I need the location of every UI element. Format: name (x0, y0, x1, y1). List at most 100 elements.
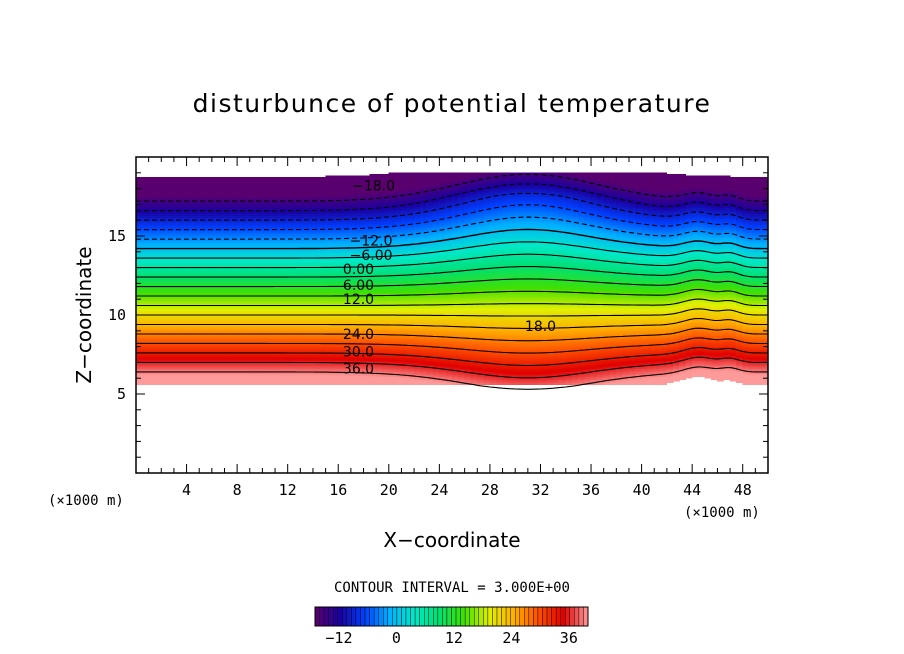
field-cell (369, 308, 377, 311)
field-cell (173, 257, 181, 260)
field-cell (160, 298, 168, 302)
field-cell (281, 242, 288, 245)
field-cell (154, 346, 162, 349)
field-cell (344, 229, 352, 232)
field-cell (230, 240, 238, 243)
field-cell (186, 283, 194, 286)
field-cell (198, 358, 206, 362)
field-cell (236, 343, 244, 346)
field-cell (160, 314, 168, 317)
field-cell (331, 346, 339, 349)
field-cell (198, 276, 206, 279)
field-cell (344, 379, 352, 382)
field-cell (198, 316, 206, 319)
field-cell (331, 215, 339, 218)
field-cell (344, 260, 352, 264)
field-cell (224, 309, 232, 313)
field-cell (186, 265, 194, 268)
field-cell (312, 324, 320, 327)
field-cell (217, 185, 225, 188)
field-cell (337, 259, 345, 262)
field-cell (136, 317, 143, 321)
field-cell (268, 234, 276, 237)
field-cell (230, 330, 238, 333)
field-cell (186, 371, 194, 374)
field-cell (369, 180, 377, 183)
field-cell (293, 289, 301, 292)
field-cell (262, 316, 270, 319)
field-cell (217, 238, 225, 242)
field-cell (160, 374, 168, 377)
field-cell (268, 218, 276, 221)
field-cell (148, 321, 156, 324)
field-cell (318, 224, 326, 227)
field-cell (167, 306, 175, 309)
field-cell (363, 219, 371, 223)
field-cell (230, 333, 238, 336)
field-cell (318, 221, 326, 224)
field-cell (337, 377, 345, 381)
field-cell (243, 279, 251, 283)
field-cell (179, 370, 187, 373)
field-cell (312, 264, 320, 267)
field-cell (224, 338, 232, 341)
field-cell (154, 230, 162, 234)
field-cell (198, 352, 206, 355)
field-cell (192, 341, 200, 344)
field-cell (312, 305, 320, 308)
field-cell (243, 183, 251, 186)
field-cell (331, 370, 339, 373)
field-cell (281, 257, 288, 260)
field-cell (331, 245, 339, 248)
field-cell (167, 357, 175, 360)
field-cell (344, 175, 352, 178)
field-cell (192, 355, 200, 358)
field-cell (274, 349, 282, 352)
field-cell (211, 309, 219, 313)
field-cell (167, 178, 175, 181)
field-cell (369, 374, 377, 377)
field-cell (211, 328, 219, 332)
field-cell (312, 267, 320, 270)
field-cell (224, 281, 232, 284)
field-cell (192, 245, 200, 248)
field-cell (198, 196, 206, 199)
field-cell (356, 300, 364, 303)
field-cell (173, 249, 181, 253)
field-cell (142, 218, 149, 221)
field-cell (337, 260, 345, 264)
field-cell (281, 317, 288, 321)
field-cell (274, 245, 282, 248)
field-cell (262, 297, 270, 300)
field-cell (306, 234, 314, 237)
field-cell (224, 335, 232, 338)
field-cell (306, 284, 314, 287)
field-cell (224, 333, 232, 336)
field-cell (262, 286, 270, 289)
field-cell (274, 316, 282, 319)
field-cell (236, 240, 244, 243)
field-cell (274, 251, 282, 254)
field-cell (148, 295, 156, 298)
field-cell (179, 232, 187, 235)
field-cell (211, 210, 219, 213)
field-cell (293, 181, 301, 185)
field-cell (255, 291, 263, 294)
field-cell (337, 218, 345, 221)
field-cell (136, 193, 143, 196)
field-cell (281, 335, 288, 338)
field-cell (274, 248, 282, 251)
field-cell (230, 186, 238, 189)
field-cell (363, 240, 371, 243)
field-cell (356, 216, 364, 219)
field-cell (331, 294, 339, 297)
field-cell (179, 309, 187, 313)
field-cell (331, 336, 339, 339)
field-cell (167, 268, 175, 272)
field-cell (318, 273, 326, 276)
field-cell (217, 355, 225, 358)
field-cell (148, 208, 156, 212)
field-cell (249, 377, 257, 381)
field-cell (356, 229, 364, 232)
field-cell (337, 221, 345, 224)
